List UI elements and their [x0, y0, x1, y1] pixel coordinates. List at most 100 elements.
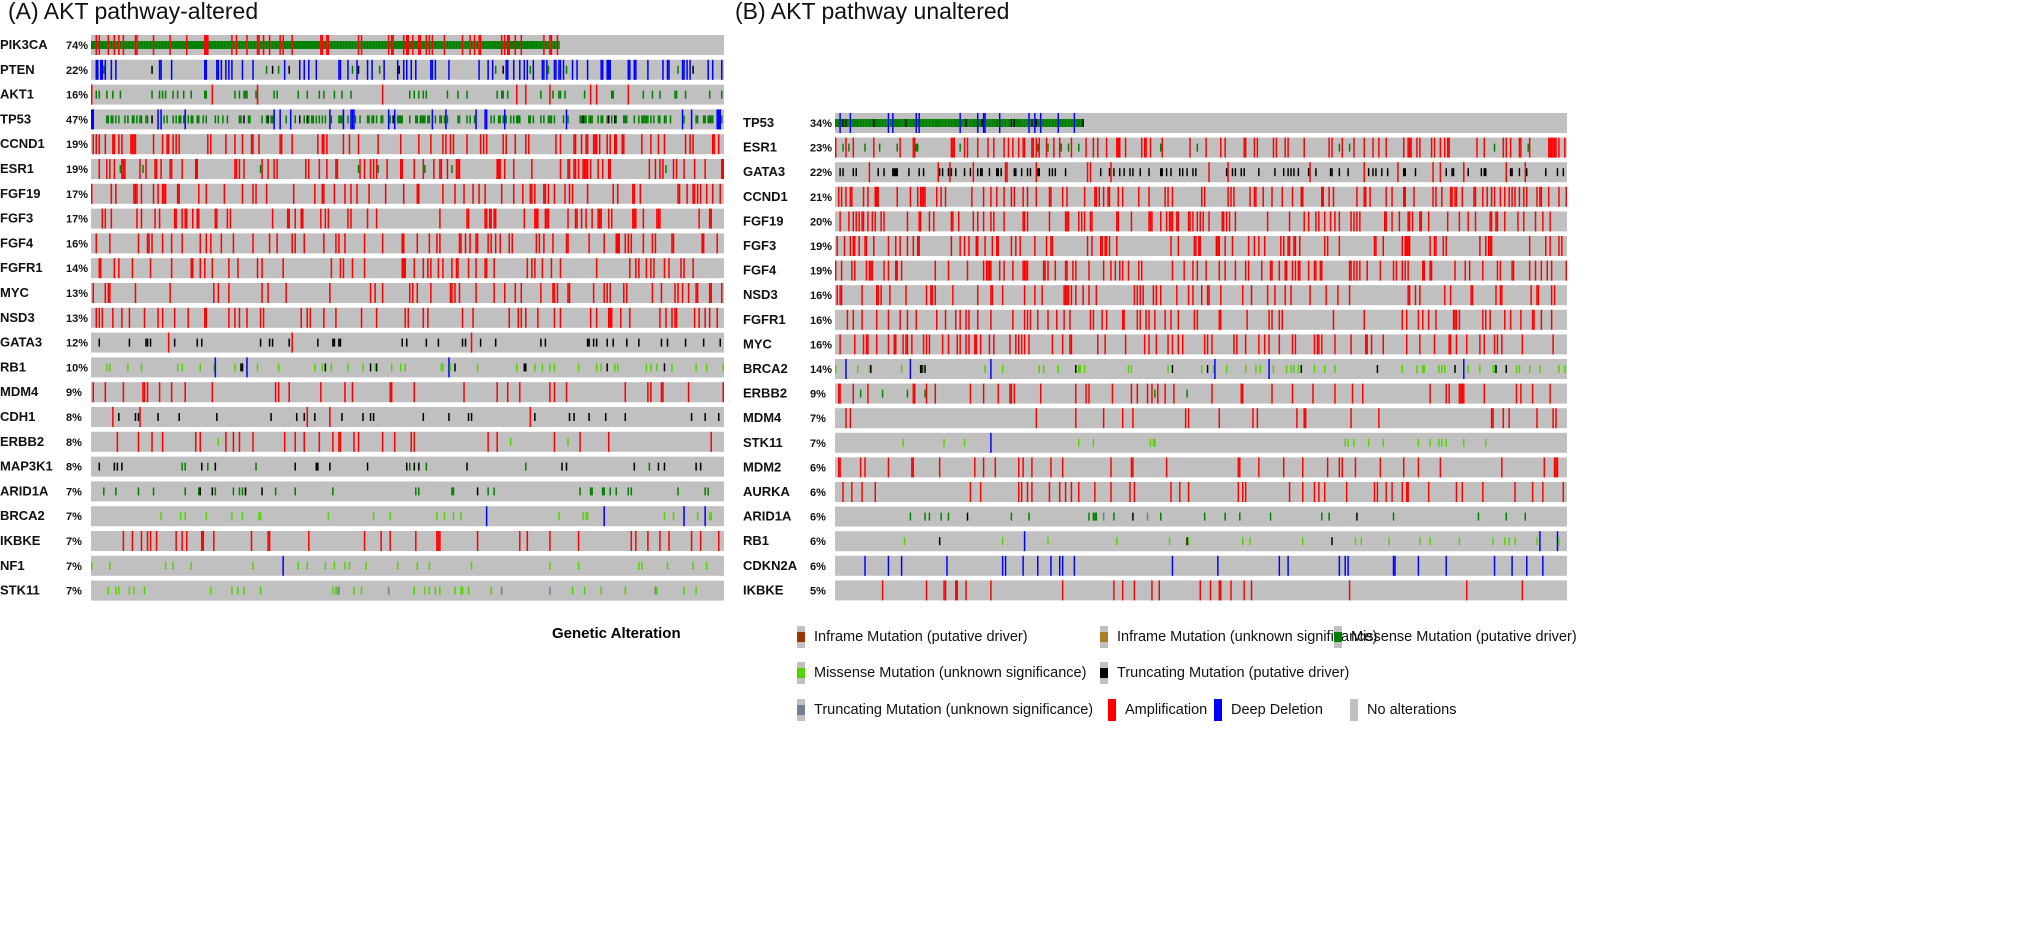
- sample-mark-missense-driver: [696, 115, 699, 124]
- sample-mark-missense-driver: [374, 41, 376, 49]
- sample-mark-missense-driver: [222, 41, 224, 49]
- sample-mark-missense-driver: [274, 487, 277, 496]
- sample-mark-missense-driver: [184, 487, 186, 496]
- sample-mark-amplification: [109, 283, 111, 303]
- sample-mark-amplification: [861, 211, 863, 232]
- sample-mark-amplification: [1410, 137, 1412, 158]
- gene-row-ikbke: IKBKE 5%: [743, 580, 1567, 601]
- sample-mark-missense-unknown: [1293, 365, 1295, 373]
- sample-mark-missense-driver: [711, 115, 714, 124]
- sample-mark-missense-driver: [401, 41, 403, 49]
- sample-mark-amplification: [252, 183, 254, 204]
- sample-mark-amplification: [659, 531, 661, 551]
- sample-mark-amplification: [1385, 186, 1387, 207]
- sample-mark-missense-driver: [103, 487, 105, 496]
- sample-mark-amplification: [1218, 580, 1221, 601]
- sample-mark-missense-driver: [237, 41, 239, 49]
- sample-mark-deep-deletion: [95, 59, 98, 80]
- sample-mark-missense-driver: [978, 119, 980, 127]
- sample-mark-missense-driver: [952, 119, 954, 127]
- sample-mark-amplification: [871, 211, 874, 232]
- sample-mark-amplification: [431, 35, 434, 55]
- sample-mark-truncating-driver: [243, 115, 245, 124]
- sample-mark-amplification: [987, 137, 989, 158]
- sample-mark-amplification: [228, 307, 230, 328]
- sample-mark-truncating-driver: [924, 365, 926, 373]
- sample-mark-missense-driver: [1037, 119, 1039, 127]
- sample-mark-amplification: [1555, 137, 1557, 158]
- sample-mark-deep-deletion: [629, 59, 631, 80]
- sample-mark-missense-driver: [164, 41, 167, 49]
- sample-mark-amplification: [170, 159, 173, 179]
- sample-mark-deep-deletion: [1347, 555, 1349, 576]
- sample-mark-amplification: [1268, 309, 1270, 330]
- sample-mark-missense-unknown: [365, 561, 367, 570]
- sample-mark-amplification: [1018, 482, 1020, 502]
- sample-mark-truncating-driver: [1511, 168, 1513, 177]
- sample-mark-missense-driver: [103, 41, 105, 49]
- gene-label: MDM4: [743, 410, 782, 425]
- sample-mark-amplification: [1531, 309, 1534, 330]
- sample-mark-amplification: [1075, 285, 1077, 306]
- sample-mark-missense-driver: [207, 462, 209, 471]
- sample-mark-missense-unknown: [1078, 438, 1080, 447]
- sample-mark-amplification: [285, 283, 287, 303]
- sample-mark-amplification: [1530, 285, 1532, 306]
- gene-label: NF1: [0, 558, 25, 573]
- sample-mark-amplification: [957, 211, 960, 232]
- sample-mark-deep-deletion: [503, 109, 506, 130]
- sample-mark-amplification: [207, 134, 209, 155]
- sample-mark-missense-driver: [377, 41, 379, 49]
- sample-mark-deep-deletion: [523, 59, 526, 80]
- sample-mark-truncating-driver: [588, 338, 590, 347]
- sample-mark-amplification: [624, 233, 627, 254]
- sample-mark-missense-driver: [1321, 512, 1323, 521]
- sample-mark-amplification: [990, 186, 992, 207]
- sample-mark-amplification: [651, 233, 654, 254]
- sample-mark-truncating-driver: [523, 363, 526, 372]
- sample-mark-deep-deletion: [1039, 113, 1042, 133]
- sample-mark-amplification: [880, 211, 882, 232]
- gene-percent: 7%: [66, 561, 82, 573]
- sample-mark-deep-deletion: [1394, 555, 1396, 576]
- sample-mark-deep-deletion: [214, 357, 217, 378]
- sample-mark-missense-driver: [677, 487, 679, 496]
- sample-mark-amplification: [1192, 285, 1194, 306]
- sample-mark-missense-driver: [1023, 119, 1026, 127]
- sample-mark-missense-unknown: [1353, 438, 1355, 447]
- sample-mark-amplification: [485, 134, 488, 155]
- sample-mark-missense-driver: [516, 41, 518, 49]
- sample-mark-amplification: [1149, 137, 1152, 158]
- sample-mark-deep-deletion: [959, 113, 961, 133]
- sample-mark-amplification: [851, 482, 853, 502]
- sample-mark-missense-driver: [222, 115, 224, 124]
- gene-percent: 7%: [810, 438, 826, 450]
- gene-row-esr1: ESR1 19%: [0, 159, 724, 179]
- sample-mark-amplification: [941, 334, 944, 355]
- sample-mark-amplification: [1419, 211, 1421, 232]
- sample-mark-amplification: [169, 159, 171, 179]
- sample-mark-amplification: [335, 159, 337, 179]
- track-background: [835, 383, 1567, 404]
- sample-mark-amplification: [1066, 260, 1068, 281]
- sample-mark-amplification: [845, 186, 847, 207]
- sample-mark-amplification: [905, 334, 907, 355]
- sample-mark-amplification: [277, 382, 280, 403]
- gene-percent: 17%: [66, 214, 88, 226]
- sample-mark-amplification: [1064, 482, 1067, 502]
- sample-mark-truncating-driver: [288, 65, 290, 74]
- sample-mark-amplification: [1018, 137, 1020, 158]
- sample-mark-amplification: [1303, 211, 1305, 232]
- sample-mark-deep-deletion: [513, 59, 515, 80]
- sample-mark-missense-driver: [675, 90, 678, 99]
- sample-mark-amplification: [1177, 309, 1180, 330]
- sample-mark-truncating-driver: [268, 338, 271, 347]
- sample-mark-amplification: [1272, 137, 1275, 158]
- sample-mark-missense-unknown: [243, 586, 245, 595]
- sample-mark-amplification: [1461, 482, 1464, 502]
- sample-mark-missense-driver: [112, 41, 114, 49]
- sample-mark-amplification: [922, 186, 925, 207]
- sample-mark-truncating-driver: [1451, 168, 1453, 177]
- sample-mark-missense-driver: [509, 115, 512, 124]
- sample-mark-amplification: [1037, 309, 1039, 330]
